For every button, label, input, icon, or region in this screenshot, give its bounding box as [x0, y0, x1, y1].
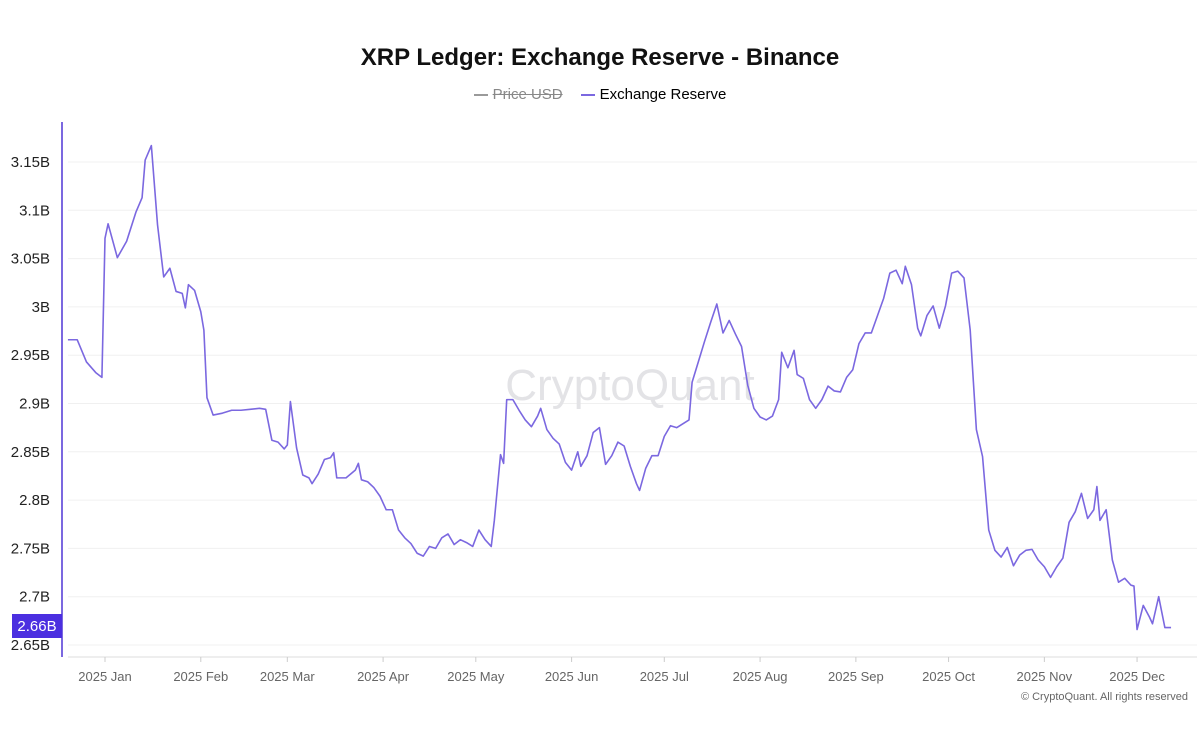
x-tick-label: 2025 Jan [78, 669, 132, 684]
y-tick-label: 2.75B [11, 540, 50, 557]
current-value-tag: 2.66B [12, 614, 62, 638]
x-tick-label: 2025 Nov [1017, 669, 1073, 684]
y-tick-label: 3.15B [11, 154, 50, 171]
legend: Price USD Exchange Reserve [0, 86, 1200, 103]
x-tick-label: 2025 Jun [545, 669, 599, 684]
x-tick-label: 2025 Aug [733, 669, 788, 684]
legend-item-price-usd[interactable]: Price USD [473, 86, 563, 103]
y-tick-label: 2.8B [19, 492, 50, 509]
legend-label-exchange-reserve: Exchange Reserve [599, 86, 727, 103]
y-tick-label: 2.65B [11, 637, 50, 654]
current-value-tag-bg [12, 614, 62, 638]
legend-label-price-usd: Price USD [492, 86, 563, 103]
x-tick-label: 2025 May [447, 669, 505, 684]
x-tick-label: 2025 Feb [173, 669, 228, 684]
legend-item-exchange-reserve[interactable]: Exchange Reserve [580, 86, 727, 103]
watermark: CryptoQuant [505, 361, 754, 410]
series-line-exchange-reserve [67, 144, 1172, 631]
x-tick-label: 2025 Mar [260, 669, 316, 684]
y-tick-label: 2.85B [11, 444, 50, 461]
y-tick-label: 2.95B [11, 347, 50, 364]
x-tick-label: 2025 Oct [922, 669, 975, 684]
y-tick-label: 2.9B [19, 396, 50, 413]
x-axis: 2025 Jan 2025 Feb 2025 Mar 2025 Apr 2025 May… [68, 656, 1197, 684]
legend-swatch-price-usd [473, 93, 488, 96]
y-axis: 2.65B 2.7B 2.75B 2.8B 2.85B 2.9B 2.95B 3B 3.05B 3… [11, 122, 63, 657]
x-tick-label: 2025 Sep [828, 669, 884, 684]
x-tick-label: 2025 Jul [640, 669, 689, 684]
current-value-label: 2.66B [17, 618, 56, 635]
y-tick-label: 3.05B [11, 251, 50, 268]
y-tick-label: 3B [32, 299, 50, 316]
y-tick-label: 3.1B [19, 202, 50, 219]
grid [68, 161, 1197, 646]
y-tick-label: 2.7B [19, 589, 50, 606]
x-tick-label: 2025 Dec [1109, 669, 1165, 684]
legend-swatch-exchange-reserve [580, 93, 595, 96]
chart-title: XRP Ledger: Exchange Reserve - Binance [360, 44, 840, 71]
x-tick-label: 2025 Apr [357, 669, 410, 684]
series-exchange-reserve [67, 144, 1172, 631]
copyright: © CryptoQuant. All rights reserved [1020, 691, 1188, 703]
